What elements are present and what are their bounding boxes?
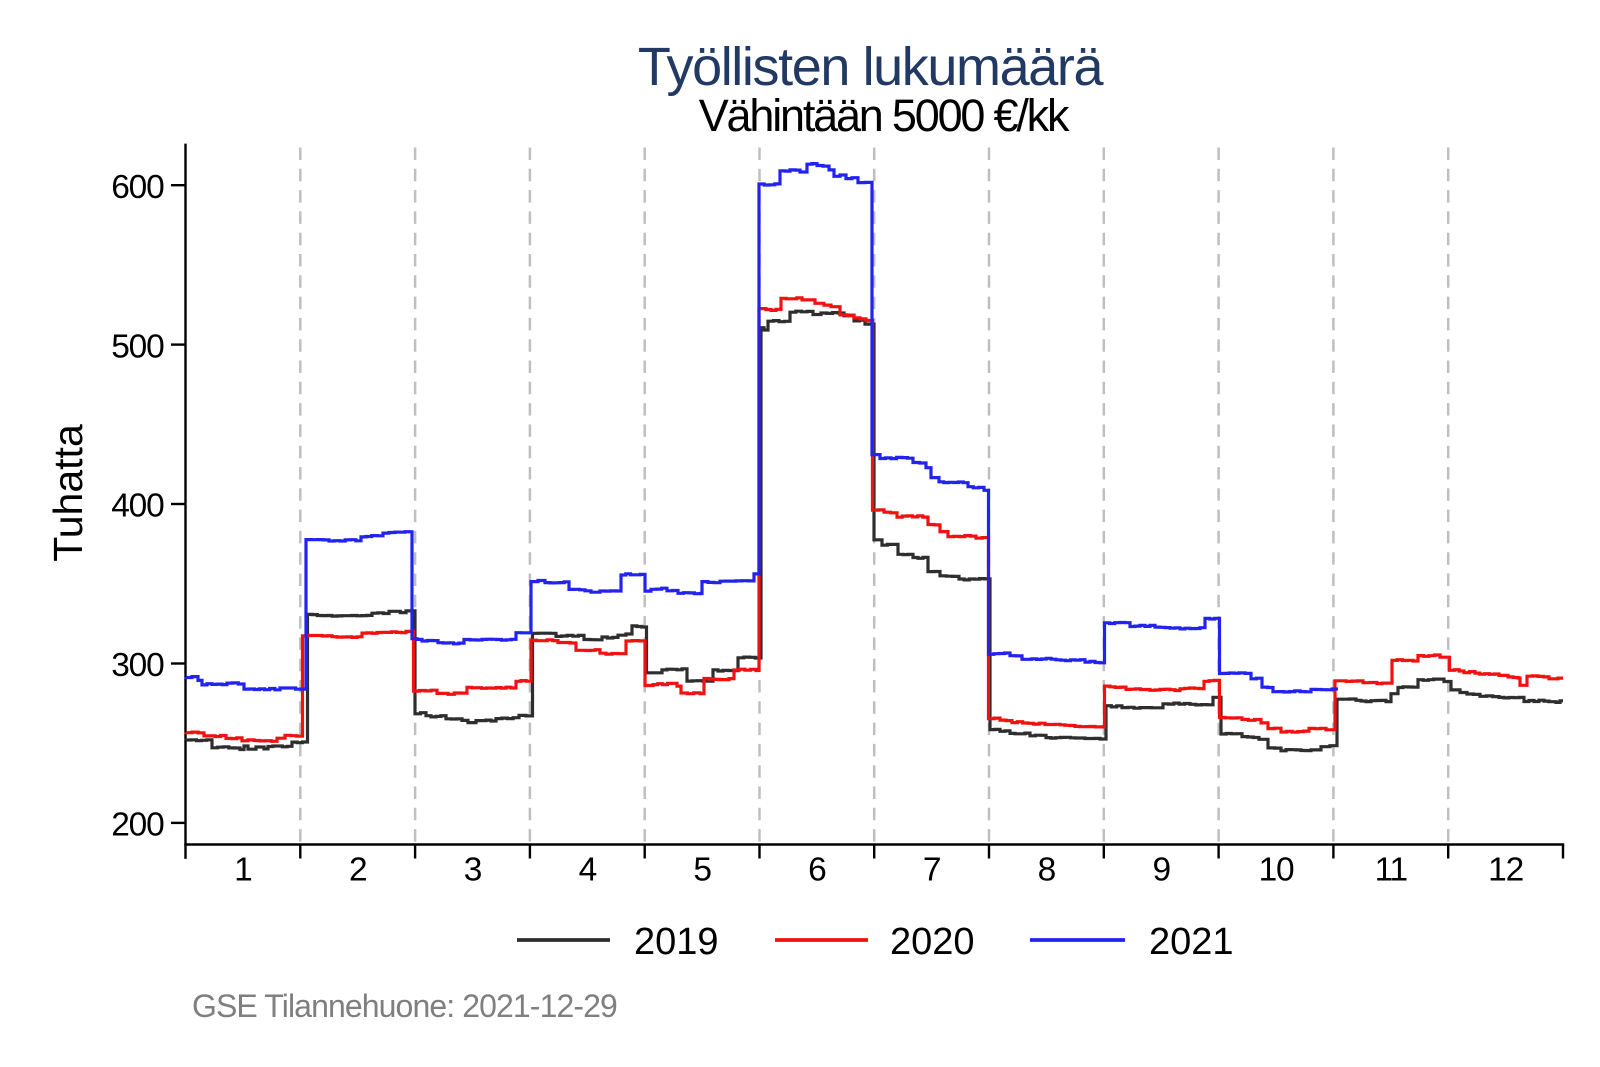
svg-text:400: 400 (111, 488, 164, 525)
svg-text:5: 5 (693, 852, 711, 889)
svg-text:10: 10 (1259, 852, 1294, 889)
svg-text:2019: 2019 (634, 921, 719, 963)
svg-text:300: 300 (111, 647, 164, 684)
svg-text:Tuhatta: Tuhatta (45, 424, 91, 562)
svg-text:2021: 2021 (1149, 921, 1234, 963)
svg-text:1: 1 (234, 852, 251, 889)
svg-text:8: 8 (1038, 852, 1056, 889)
svg-text:2: 2 (349, 852, 366, 889)
svg-text:200: 200 (111, 807, 164, 844)
svg-text:6: 6 (808, 852, 826, 889)
svg-text:12: 12 (1488, 852, 1523, 889)
svg-text:3: 3 (464, 852, 482, 889)
svg-text:Työllisten lukumäärä: Työllisten lukumäärä (638, 37, 1105, 97)
svg-text:9: 9 (1152, 852, 1170, 889)
svg-text:600: 600 (111, 169, 164, 206)
svg-text:GSE Tilannehuone: 2021-12-29: GSE Tilannehuone: 2021-12-29 (192, 988, 617, 1024)
svg-text:Vähintään 5000 €/kk: Vähintään 5000 €/kk (699, 90, 1070, 141)
svg-text:11: 11 (1375, 852, 1407, 889)
svg-text:4: 4 (579, 852, 597, 889)
svg-text:2020: 2020 (890, 921, 975, 963)
svg-text:7: 7 (923, 852, 940, 889)
svg-text:500: 500 (111, 328, 164, 365)
